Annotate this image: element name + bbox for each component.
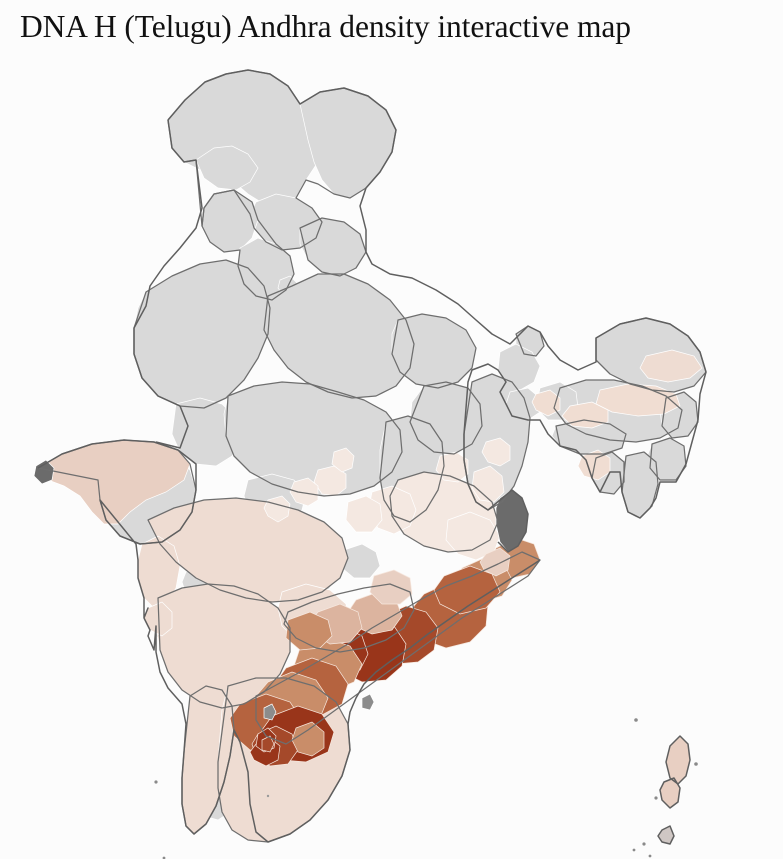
state-border-telangana xyxy=(284,584,414,652)
state-border-odisha xyxy=(390,472,498,552)
state-border-andhra xyxy=(256,552,540,744)
region-kolar[interactable] xyxy=(292,722,324,756)
region-small-dark-2[interactable] xyxy=(362,694,374,710)
island-speck-8 xyxy=(648,854,652,858)
region-small-dark-1[interactable] xyxy=(264,704,276,720)
andaman-outline-2 xyxy=(660,778,680,808)
state-border-meghalaya xyxy=(556,420,626,454)
region-northeast-low-1[interactable] xyxy=(532,390,560,416)
state-border-uttarakhand xyxy=(300,218,366,276)
state-border-maharashtra xyxy=(148,498,348,602)
island-speck-3 xyxy=(634,718,638,722)
lakshadweep-speck-2 xyxy=(162,856,166,859)
india-choropleth-map[interactable] xyxy=(0,52,783,859)
island-speck-4 xyxy=(694,762,698,766)
region-mahbubnagar[interactable] xyxy=(286,612,332,650)
state-border-mp xyxy=(226,382,402,496)
state-border-assam xyxy=(554,380,682,442)
region-group-excluded[interactable] xyxy=(34,460,528,720)
region-warangal[interactable] xyxy=(370,570,412,604)
india-outline-north xyxy=(168,70,706,552)
region-gujarat-north[interactable] xyxy=(172,398,240,466)
region-arunachal-low[interactable] xyxy=(640,350,702,382)
region-bengal-low[interactable] xyxy=(472,466,504,502)
state-border-chhattisgarh xyxy=(380,416,444,522)
island-speck-9 xyxy=(266,794,270,798)
region-coastal-ap-strip[interactable] xyxy=(434,566,500,614)
region-kutch-west-tip[interactable] xyxy=(34,460,54,484)
india-outline-northwest xyxy=(134,120,202,448)
state-border-karnataka xyxy=(158,584,290,708)
page-title: DNA H (Telugu) Andhra density interactiv… xyxy=(20,9,631,44)
lakshadweep-speck-1 xyxy=(154,780,158,784)
region-mp-low-2[interactable] xyxy=(290,478,318,506)
island-speck-6 xyxy=(642,842,646,846)
region-mp-low-3[interactable] xyxy=(332,448,354,472)
region-kashmir-valley[interactable] xyxy=(196,146,258,190)
state-border-nagaland xyxy=(662,392,698,438)
nicobar-outline xyxy=(658,826,674,844)
map-viewport[interactable] xyxy=(0,52,783,859)
region-bengal-low-2[interactable] xyxy=(482,438,510,466)
state-border-up xyxy=(264,274,414,398)
india-coastline-west xyxy=(38,440,540,842)
nation-outline xyxy=(38,70,706,844)
state-border-jharkhand xyxy=(410,382,482,454)
island-speck-5 xyxy=(654,796,658,800)
island-speck-7 xyxy=(632,848,636,852)
andaman-outline xyxy=(666,736,690,784)
state-border-punjab-haryana xyxy=(202,190,294,300)
state-border-bihar xyxy=(392,314,476,388)
island-specks xyxy=(154,718,698,859)
region-chhattisgarh-low-2[interactable] xyxy=(346,496,382,532)
